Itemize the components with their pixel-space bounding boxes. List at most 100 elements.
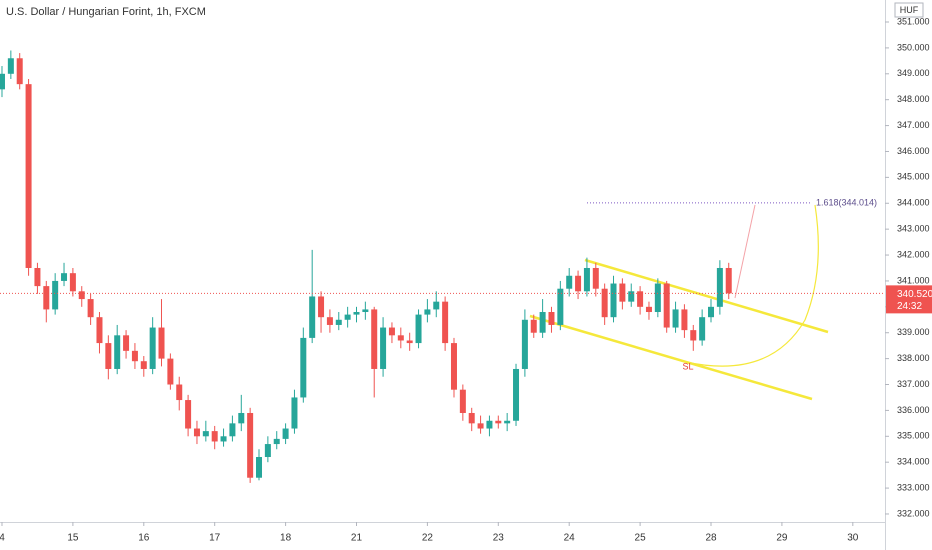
candle-body [229, 423, 236, 437]
candle-body [716, 267, 723, 307]
y-tick-label: 334.000 [897, 457, 930, 467]
candle-body [282, 428, 289, 439]
candle-body [300, 337, 307, 398]
candle-body [433, 301, 440, 310]
y-tick-label: 332.000 [897, 508, 930, 518]
candle-body [247, 412, 254, 478]
y-tick-label: 343.000 [897, 224, 930, 234]
candle-body [256, 457, 263, 478]
candle-body [114, 335, 121, 369]
last-price-label: 340.520 [897, 289, 932, 300]
candle-body [25, 84, 32, 268]
candle-body [708, 306, 715, 318]
y-tick-label: 347.000 [897, 120, 930, 130]
candle-body [406, 340, 413, 344]
candle-body [96, 317, 103, 344]
currency: HUF [900, 5, 919, 15]
candle-body [52, 280, 59, 310]
candle-body [592, 267, 599, 289]
candle-body [87, 299, 94, 318]
candle-body [566, 275, 573, 289]
y-tick-label: 351.000 [897, 16, 930, 26]
y-tick-label: 344.000 [897, 198, 930, 208]
fib-level-label: 1.618(344.014) [816, 197, 877, 207]
candle-body [362, 309, 369, 313]
projection-arc [685, 204, 819, 367]
y-tick-label: 333.000 [897, 482, 930, 492]
y-tick-label: 346.000 [897, 146, 930, 156]
candle-body [450, 343, 457, 390]
candle-body [158, 327, 165, 359]
candle-body [442, 301, 449, 344]
candle-body [202, 431, 209, 437]
last-price-box [886, 285, 932, 314]
chart-title: U.S. Dollar / Hungarian Forint, 1h, FXCM [6, 6, 206, 18]
candle-body [477, 423, 484, 429]
x-tick-label: 29 [776, 533, 788, 544]
candle-body [575, 275, 582, 292]
candle-body [353, 312, 360, 315]
x-tick-label: 17 [209, 533, 221, 544]
channel-lower [529, 314, 813, 401]
sl-annotation: SL [682, 361, 693, 371]
y-tick-label: 335.000 [897, 431, 930, 441]
candle-body [69, 273, 76, 292]
y-tick-label: 342.000 [897, 249, 930, 259]
candle-body [424, 309, 431, 315]
countdown: 24:32 [897, 301, 922, 312]
candle-body [521, 319, 528, 369]
y-tick-label: 345.000 [897, 172, 930, 182]
candle-body [309, 296, 316, 338]
candle-body [185, 400, 192, 429]
candle-body [513, 368, 520, 421]
y-tick-label: 337.000 [897, 379, 930, 389]
candle-body [318, 296, 325, 318]
candle-body [645, 306, 652, 313]
candle-body [699, 317, 706, 341]
candle-body [264, 444, 271, 458]
candle-body [193, 428, 200, 437]
candle-body [131, 350, 138, 362]
candle-body [397, 335, 404, 341]
candle-body [681, 309, 688, 331]
y-tick-label: 338.000 [897, 353, 930, 363]
candle-body [725, 267, 732, 294]
candle-body [637, 291, 644, 307]
x-tick-label: 4 [0, 533, 5, 544]
candle-body [149, 327, 156, 369]
candle-body [619, 283, 626, 302]
candle-body [380, 327, 387, 369]
x-tick-label: 25 [635, 533, 647, 544]
candle-body [344, 314, 351, 320]
candle-body [557, 288, 564, 325]
candle-body [123, 335, 130, 351]
y-tick-label: 349.000 [897, 68, 930, 78]
channel-upper [584, 258, 829, 334]
candle-body [43, 286, 50, 310]
candle-body [415, 314, 422, 344]
candle-body [486, 420, 493, 429]
y-tick-label: 336.000 [897, 405, 930, 415]
y-tick-label: 350.000 [897, 42, 930, 52]
candle-body [504, 420, 511, 424]
candle-body [654, 283, 661, 313]
candle-body [105, 343, 112, 369]
candle-body [601, 288, 608, 318]
candle-body [16, 58, 23, 85]
x-tick-label: 16 [138, 533, 150, 544]
candle-body [167, 358, 174, 385]
candle-body [690, 330, 697, 341]
candle-body [273, 438, 280, 445]
x-tick-label: 24 [564, 533, 576, 544]
candle-body [220, 436, 227, 442]
candle-body [672, 309, 679, 328]
candle-body [78, 291, 85, 300]
candle-body [663, 283, 670, 328]
projection-line [734, 204, 756, 299]
y-tick-label: 348.000 [897, 94, 930, 104]
candle-body [468, 412, 475, 424]
candle-body [7, 58, 14, 74]
y-tick-label: 339.000 [897, 327, 930, 337]
